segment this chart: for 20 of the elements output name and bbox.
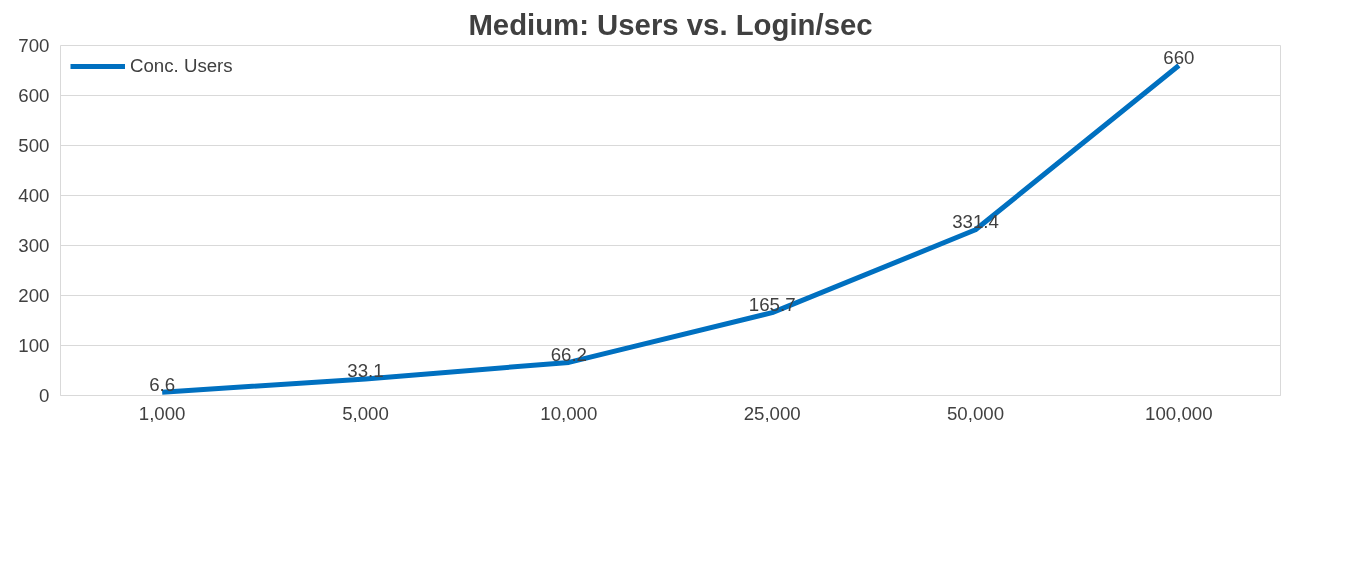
y-tick-label: 300 — [18, 235, 50, 256]
x-tick-label: 10,000 — [540, 402, 598, 424]
y-tick-label: 200 — [18, 285, 50, 306]
chart-title: Medium: Users vs. Login/sec — [468, 7, 873, 41]
data-label: 6.6 — [149, 373, 176, 395]
x-tick-label: 50,000 — [946, 402, 1005, 424]
y-tick-label: 100 — [18, 335, 50, 356]
data-label: 33.1 — [347, 360, 384, 382]
data-label: 66.2 — [550, 343, 587, 365]
y-tick-label: 700 — [18, 35, 50, 56]
x-tick-label: 100,000 — [1145, 402, 1213, 424]
y-tick-label: 500 — [18, 135, 50, 156]
y-tick-label: 600 — [18, 85, 50, 106]
legend-label: Conc. Users — [130, 55, 233, 77]
y-tick-label: 0 — [39, 385, 50, 406]
x-tick-label: 5,000 — [342, 402, 389, 424]
data-label: 660 — [1163, 47, 1195, 68]
x-tick-label: 25,000 — [743, 402, 801, 424]
x-tick-label: 1,000 — [138, 402, 186, 424]
y-tick-label: 400 — [18, 185, 50, 206]
